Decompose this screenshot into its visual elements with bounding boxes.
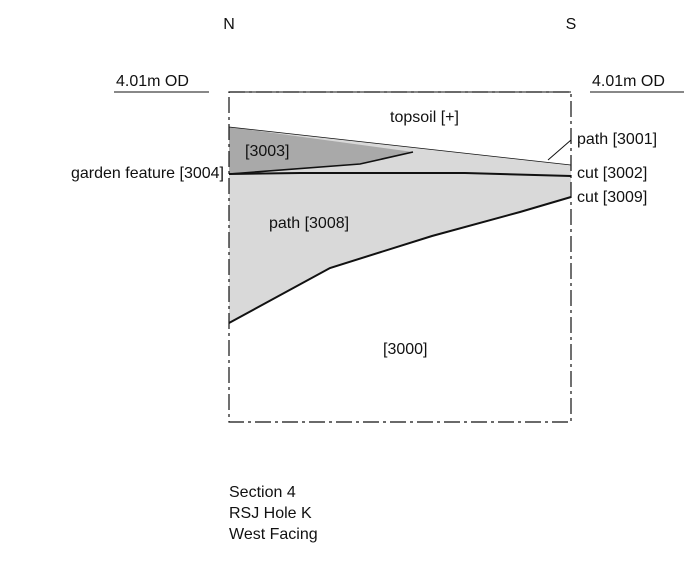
- path-3008-label: path [3008]: [269, 215, 349, 232]
- datum-label-left: 4.01m OD: [116, 73, 189, 90]
- topsoil-boundary-line: [228, 126, 572, 166]
- context-3003-label: [3003]: [245, 143, 289, 160]
- path-3001-leader: [547, 139, 572, 161]
- cut-3002-label: cut [3002]: [577, 165, 647, 182]
- datum-label-right: 4.01m OD: [592, 73, 665, 90]
- topsoil-label: topsoil [+]: [390, 109, 459, 126]
- caption-section-number: Section 4: [229, 484, 296, 501]
- context-3003-boundary: [228, 151, 414, 175]
- path-3008-fill: [229, 174, 571, 323]
- caption-location: RSJ Hole K: [229, 505, 312, 522]
- cut-3002-line: [228, 172, 572, 177]
- cut-3009-label: cut [3009]: [577, 189, 647, 206]
- section-frame: [228, 91, 572, 423]
- garden-feature-3004-label: garden feature [3004]: [71, 165, 224, 182]
- south-label: S: [566, 16, 577, 33]
- path-3001-label: path [3001]: [577, 131, 657, 148]
- section-caption: Section 4 RSJ Hole K West Facing: [229, 482, 318, 545]
- north-label: N: [223, 16, 235, 33]
- cut-3009-line: [228, 196, 572, 324]
- caption-orientation: West Facing: [229, 526, 318, 543]
- context-3000-label: [3000]: [383, 341, 427, 358]
